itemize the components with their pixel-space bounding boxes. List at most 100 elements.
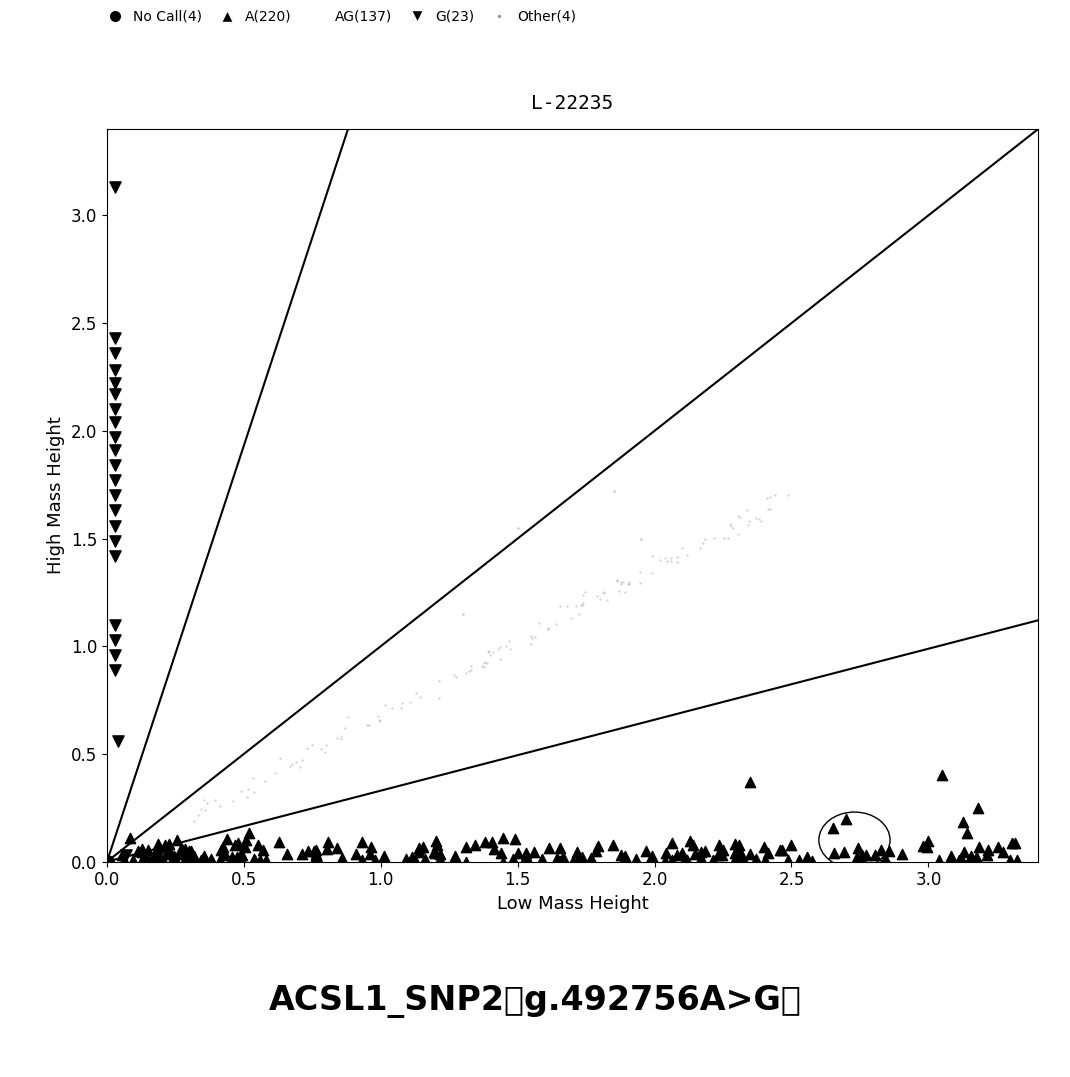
Point xyxy=(742,773,759,791)
Point xyxy=(613,575,630,592)
Point xyxy=(590,838,607,855)
Point xyxy=(281,757,299,774)
Point xyxy=(224,793,241,810)
Point xyxy=(714,842,731,859)
Ellipse shape xyxy=(142,857,165,866)
Point xyxy=(484,834,501,851)
Point xyxy=(398,851,415,868)
Point xyxy=(494,829,511,847)
Text: L-22235: L-22235 xyxy=(532,94,613,113)
Point xyxy=(403,849,421,866)
Point xyxy=(836,843,853,861)
Point xyxy=(232,845,249,863)
Point xyxy=(684,837,701,854)
Point xyxy=(771,841,789,858)
Point xyxy=(333,730,350,747)
Point xyxy=(989,838,1006,855)
Point xyxy=(686,845,703,863)
Point xyxy=(509,519,526,536)
Point xyxy=(881,842,898,859)
Point xyxy=(954,813,972,830)
Point xyxy=(107,330,124,347)
Point xyxy=(135,848,152,865)
Point xyxy=(393,699,410,716)
Point xyxy=(559,598,576,615)
Point xyxy=(479,644,496,661)
Point xyxy=(490,641,507,658)
Point xyxy=(230,835,247,852)
Point xyxy=(663,835,681,852)
Point xyxy=(748,850,765,867)
Point xyxy=(202,850,219,867)
Point xyxy=(135,851,152,868)
Point xyxy=(166,847,183,864)
Point xyxy=(825,844,842,862)
Point xyxy=(551,840,568,857)
Point xyxy=(212,852,229,869)
Point xyxy=(774,842,791,859)
Point xyxy=(678,852,696,869)
Point xyxy=(608,571,625,588)
Point xyxy=(149,835,166,852)
Point xyxy=(239,788,256,806)
Point xyxy=(328,839,346,856)
Point xyxy=(129,842,147,859)
Point xyxy=(969,799,987,816)
Point xyxy=(118,847,135,864)
Point xyxy=(107,472,124,489)
Point xyxy=(592,590,609,607)
Point xyxy=(669,847,686,864)
Point xyxy=(759,489,776,506)
Point xyxy=(377,697,394,714)
Point xyxy=(694,534,712,551)
Point xyxy=(173,841,190,858)
Point xyxy=(137,849,154,866)
Legend: No Call(4), A(220), AG(137), G(23), Other(4): No Call(4), A(220), AG(137), G(23), Othe… xyxy=(95,4,582,29)
Point xyxy=(307,848,324,865)
Point xyxy=(727,844,744,862)
Point xyxy=(189,807,207,824)
Point xyxy=(177,841,194,858)
Point xyxy=(271,834,288,851)
Point xyxy=(824,820,841,837)
Point xyxy=(742,845,759,863)
Point xyxy=(107,487,124,504)
Point xyxy=(240,781,257,798)
Point xyxy=(445,667,462,684)
Point xyxy=(107,502,124,519)
Point xyxy=(174,844,192,862)
Point xyxy=(596,585,613,602)
Point xyxy=(180,851,197,868)
Point xyxy=(657,549,674,567)
Point xyxy=(605,482,622,500)
Point xyxy=(122,829,139,847)
Point xyxy=(107,532,124,549)
Point xyxy=(157,845,174,863)
Point xyxy=(548,850,565,867)
Point xyxy=(156,837,173,854)
Point xyxy=(494,853,511,870)
Point xyxy=(231,852,248,869)
Point xyxy=(551,597,568,614)
Point xyxy=(968,849,985,866)
Point xyxy=(710,837,728,854)
Point xyxy=(644,548,661,565)
Point xyxy=(491,638,508,655)
X-axis label: Low Mass Height: Low Mass Height xyxy=(496,895,648,913)
Point xyxy=(720,530,737,547)
Point xyxy=(658,844,675,862)
Point xyxy=(893,845,911,863)
Point xyxy=(517,848,534,865)
Point xyxy=(943,848,960,865)
Point xyxy=(319,834,336,851)
Point xyxy=(266,765,284,782)
Point xyxy=(1007,835,1024,852)
Point xyxy=(477,653,494,670)
Point xyxy=(430,673,447,690)
Point xyxy=(962,848,979,865)
Point xyxy=(505,851,522,868)
Point xyxy=(678,546,696,563)
Point xyxy=(134,840,151,857)
Point xyxy=(107,179,124,196)
Point xyxy=(185,848,202,865)
